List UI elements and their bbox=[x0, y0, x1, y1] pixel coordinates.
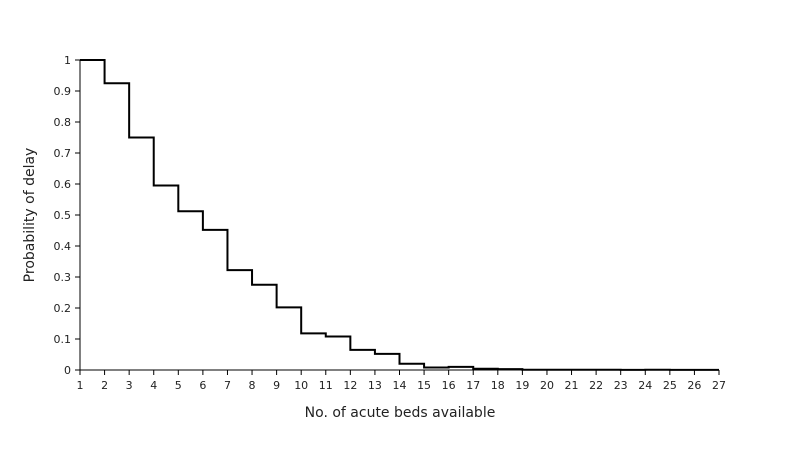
x-tick-label: 21 bbox=[565, 379, 579, 392]
y-tick-label: 0 bbox=[64, 364, 71, 377]
x-tick-label: 15 bbox=[417, 379, 431, 392]
y-tick-label: 0.7 bbox=[54, 147, 72, 160]
x-tick-label: 1 bbox=[77, 379, 84, 392]
plot-area bbox=[80, 59, 719, 371]
y-tick-label: 0.2 bbox=[54, 302, 72, 315]
x-tick-label: 9 bbox=[273, 379, 280, 392]
y-axis: 0 0.1 0.2 0.3 0.4 0.5 0.6 0.7 0.8 0.9 1 bbox=[54, 54, 81, 377]
x-tick-label: 24 bbox=[638, 379, 652, 392]
x-tick-label: 12 bbox=[343, 379, 357, 392]
x-tick-label: 14 bbox=[393, 379, 407, 392]
y-tick-label: 0.4 bbox=[54, 240, 72, 253]
x-axis: 1 2 3 4 5 6 7 8 9 10 11 12 13 14 15 16 17 18 19 20 21 22 23 24 2… bbox=[77, 369, 726, 392]
x-tick-label: 16 bbox=[442, 379, 456, 392]
x-tick-label: 6 bbox=[199, 379, 206, 392]
y-tick-label: 0.8 bbox=[54, 116, 72, 129]
y-axis-title: Probability of delay bbox=[22, 148, 38, 283]
x-axis-title: No. of acute beds available bbox=[305, 405, 496, 421]
x-tick-label: 11 bbox=[319, 379, 333, 392]
x-tick-label: 27 bbox=[712, 379, 726, 392]
y-tick-label: 1 bbox=[64, 54, 71, 67]
y-tick-label: 0.5 bbox=[54, 209, 72, 222]
x-tick-label: 7 bbox=[224, 379, 231, 392]
x-tick-label: 18 bbox=[491, 379, 505, 392]
x-tick-label: 2 bbox=[101, 379, 108, 392]
x-tick-label: 17 bbox=[466, 379, 480, 392]
step-series-line bbox=[80, 59, 719, 371]
y-tick-label: 0.6 bbox=[54, 178, 72, 191]
x-tick-label: 13 bbox=[368, 379, 382, 392]
x-tick-label: 19 bbox=[515, 379, 529, 392]
y-tick-label: 0.9 bbox=[54, 85, 72, 98]
x-tick-label: 10 bbox=[294, 379, 308, 392]
x-tick-label: 25 bbox=[663, 379, 677, 392]
x-tick-label: 4 bbox=[150, 379, 157, 392]
x-tick-label: 26 bbox=[687, 379, 701, 392]
x-tick-label: 20 bbox=[540, 379, 554, 392]
x-tick-label: 8 bbox=[249, 379, 256, 392]
x-tick-label: 5 bbox=[175, 379, 182, 392]
x-tick-label: 23 bbox=[614, 379, 628, 392]
x-tick-label: 3 bbox=[126, 379, 133, 392]
x-tick-label: 22 bbox=[589, 379, 603, 392]
y-tick-label: 0.1 bbox=[54, 333, 72, 346]
y-tick-label: 0.3 bbox=[54, 271, 72, 284]
